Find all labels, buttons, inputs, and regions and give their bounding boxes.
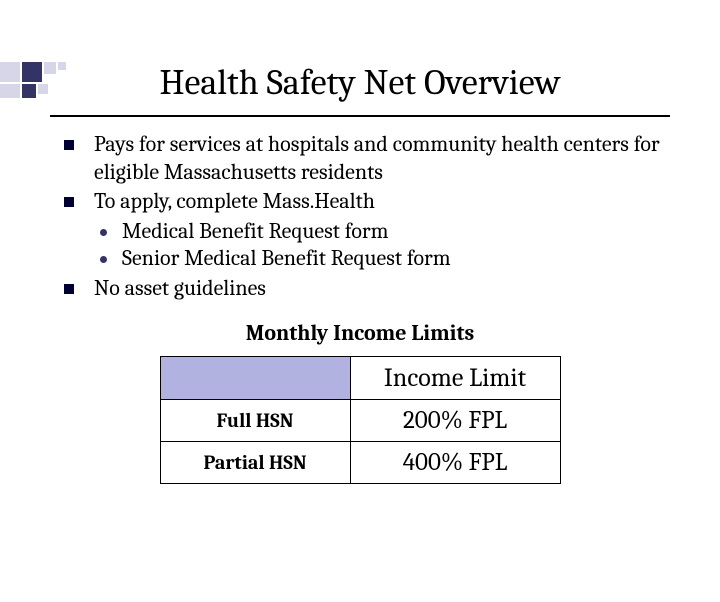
- table-row: Full HSN 200% FPL: [160, 400, 560, 442]
- table-row-value: 200% FPL: [350, 400, 560, 442]
- bullet-text: No asset guidelines: [94, 275, 266, 301]
- main-bullet-list: Pays for services at hospitals and commu…: [60, 131, 660, 302]
- table-row-label: Full HSN: [160, 400, 350, 442]
- income-limits-table: Income Limit Full HSN 200% FPL Partial H…: [160, 356, 561, 484]
- sub-bullet-list: Medical Benefit Request form Senior Medi…: [94, 218, 660, 273]
- table-header-row: Income Limit: [160, 357, 560, 400]
- table-row-value: 400% FPL: [350, 442, 560, 484]
- bullet-text: Pays for services at hospitals and commu…: [94, 131, 660, 185]
- table-row-label: Partial HSN: [160, 442, 350, 484]
- sub-bullet-text: Medical Benefit Request form: [122, 218, 389, 244]
- table-header-blank: [160, 357, 350, 400]
- bullet-text: To apply, complete Mass.Health: [94, 188, 375, 214]
- content-area: Pays for services at hospitals and commu…: [0, 117, 720, 484]
- sub-bullet-item: Medical Benefit Request form: [94, 218, 660, 246]
- corner-decoration: [0, 62, 140, 102]
- table-header-income-limit: Income Limit: [350, 357, 560, 400]
- table-row: Partial HSN 400% FPL: [160, 442, 560, 484]
- sub-bullet-item: Senior Medical Benefit Request form: [94, 245, 660, 273]
- bullet-item: Pays for services at hospitals and commu…: [60, 131, 660, 186]
- bullet-item: No asset guidelines: [60, 275, 660, 303]
- table-title: Monthly Income Limits: [60, 320, 660, 346]
- sub-bullet-text: Senior Medical Benefit Request form: [122, 245, 451, 271]
- bullet-item: To apply, complete Mass.Health Medical B…: [60, 188, 660, 273]
